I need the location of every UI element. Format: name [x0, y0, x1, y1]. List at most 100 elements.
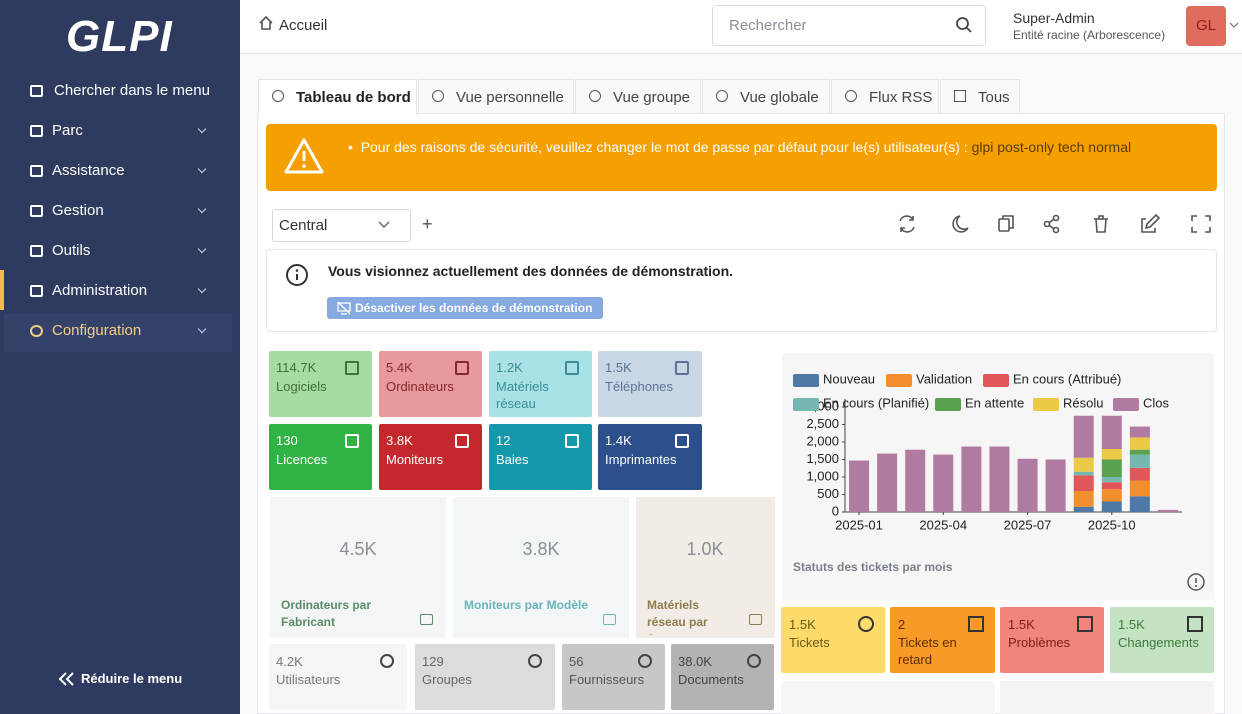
user-name[interactable]: Super-Admin	[1013, 10, 1095, 26]
tab-label: Vue personnelle	[456, 89, 564, 106]
placeholder-card	[781, 681, 995, 714]
card-label: Changements	[1118, 635, 1199, 650]
search-box[interactable]	[712, 5, 986, 46]
card-icon	[1077, 616, 1093, 632]
donut-widget[interactable]	[453, 497, 629, 638]
bar-segment	[961, 446, 982, 512]
bar-segment	[1129, 467, 1150, 481]
bar-segment	[1129, 449, 1150, 455]
refresh-icon[interactable]	[899, 215, 915, 233]
menu-item[interactable]: Outils	[52, 242, 91, 259]
bar-segment	[1101, 415, 1122, 449]
card-icon	[455, 434, 469, 448]
card-icon	[565, 361, 579, 375]
bar-segment	[1101, 489, 1122, 502]
x-tick-label: 2025-01	[835, 517, 883, 532]
card-label: Fournisseurs	[569, 672, 645, 687]
tab[interactable]	[418, 79, 574, 114]
card-value: 1.4K	[605, 433, 632, 448]
bar-segment	[1045, 459, 1066, 512]
card-icon	[565, 434, 579, 448]
legend-label: Nouveau	[823, 371, 875, 386]
night-icon[interactable]	[952, 215, 969, 233]
x-tick-label: 2025-10	[1088, 517, 1136, 532]
card-value: 12	[496, 433, 511, 448]
tab[interactable]	[940, 79, 1020, 114]
menu-item[interactable]: Configuration	[52, 322, 142, 339]
alert-users[interactable]: glpi post-only tech normal	[971, 139, 1132, 155]
placeholder-card	[1000, 681, 1214, 714]
dashboard-select[interactable]	[272, 209, 411, 242]
bar-segment	[1129, 437, 1150, 450]
card-value: 38.0K	[678, 654, 712, 669]
legend-swatch	[793, 398, 819, 411]
card-icon	[345, 361, 359, 375]
donut-value: 4.5K	[339, 539, 377, 559]
tab[interactable]	[258, 79, 417, 115]
collapse-menu[interactable]: Réduire le menu	[81, 671, 183, 686]
bar-segment	[1073, 415, 1094, 458]
legend-swatch	[793, 374, 819, 387]
card-value: 1.2K	[496, 360, 523, 375]
breadcrumb[interactable]: Accueil	[279, 17, 328, 34]
tab-label: Vue globale	[740, 89, 819, 106]
legend-label: Résolu	[1063, 395, 1103, 410]
menu-item[interactable]: Gestion	[52, 202, 104, 219]
logo: GLPI	[66, 12, 173, 61]
entity[interactable]: Entité racine (Arborescence)	[1013, 28, 1166, 42]
menu-item[interactable]: Administration	[52, 282, 148, 299]
menu-icon	[30, 245, 43, 257]
card-value: 1.5K	[605, 360, 632, 375]
demo-button[interactable]	[327, 297, 603, 319]
card-label: Documents	[678, 672, 744, 687]
x-tick-label: 2025-07	[1004, 517, 1052, 532]
menu-item[interactable]: Parc	[52, 122, 83, 139]
card-label: Logiciels	[276, 379, 327, 394]
card-value: 2	[898, 617, 906, 632]
info-icon	[286, 264, 308, 286]
y-tick-label: 0	[832, 503, 839, 518]
card[interactable]	[1110, 607, 1214, 673]
donut-icon	[420, 614, 433, 625]
menu-item[interactable]: Chercher dans le menu	[54, 82, 210, 99]
card[interactable]	[1000, 607, 1104, 673]
card-value: 5.4K	[386, 360, 413, 375]
card-label: Téléphones	[605, 379, 673, 394]
bar-segment	[1101, 501, 1122, 512]
legend-swatch	[1113, 398, 1139, 411]
y-tick-label: 500	[817, 486, 839, 501]
legend-label: En cours (Attribué)	[1013, 371, 1121, 386]
select-caret	[378, 221, 390, 228]
card-label: Utilisateurs	[276, 672, 341, 687]
card-icon	[455, 361, 469, 375]
legend-label: En cours (Planifié)	[823, 395, 929, 410]
demo-message: Vous visionnez actuellement des données …	[328, 263, 734, 279]
card-label: Problèmes	[1008, 635, 1071, 650]
tab-icon	[589, 90, 601, 102]
card-icon	[675, 361, 689, 375]
tab-icon	[954, 90, 966, 102]
help-icon[interactable]	[1187, 573, 1205, 591]
card-icon	[747, 654, 761, 668]
menu-icon	[30, 325, 43, 337]
bar-segment	[1101, 459, 1122, 477]
bar-segment	[1017, 458, 1038, 512]
demo-button-label: Désactiver les données de démonstration	[355, 301, 593, 315]
card-icon	[638, 654, 652, 668]
search-icon[interactable]	[955, 16, 973, 34]
tab-icon	[432, 90, 444, 102]
collapse-icon	[58, 672, 74, 686]
chart-title: Statuts des tickets par mois	[793, 560, 953, 574]
card[interactable]	[890, 607, 995, 673]
add-dashboard[interactable]: +	[422, 214, 433, 234]
menu-item[interactable]: Assistance	[52, 162, 125, 179]
card-label: Tickets en retard	[898, 635, 957, 667]
menu-icon	[30, 285, 43, 297]
donut-widget[interactable]	[270, 497, 446, 638]
menu-icon	[30, 165, 43, 177]
clone-icon[interactable]	[998, 218, 1010, 232]
card-icon	[858, 616, 874, 632]
home-icon	[259, 15, 273, 30]
avatar[interactable]: GL	[1186, 6, 1226, 46]
